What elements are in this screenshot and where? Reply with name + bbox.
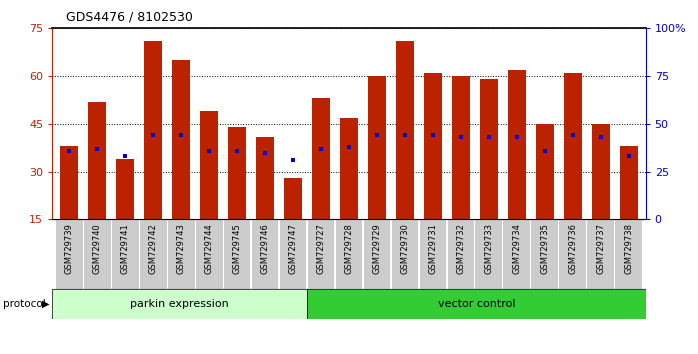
Bar xyxy=(84,219,110,289)
Bar xyxy=(251,219,279,289)
Bar xyxy=(616,219,642,289)
Bar xyxy=(503,219,530,289)
Text: GSM729729: GSM729729 xyxy=(373,223,382,274)
Bar xyxy=(168,219,195,289)
Bar xyxy=(60,146,78,219)
Bar xyxy=(368,76,386,219)
Text: vector control: vector control xyxy=(438,298,515,309)
Bar xyxy=(280,219,306,289)
Text: GSM729747: GSM729747 xyxy=(288,223,297,274)
Bar xyxy=(475,219,503,289)
Bar xyxy=(144,41,162,219)
Bar xyxy=(364,219,390,289)
Text: ▶: ▶ xyxy=(42,298,50,309)
Bar xyxy=(592,124,610,219)
Text: GSM729733: GSM729733 xyxy=(484,223,493,274)
Bar xyxy=(112,219,138,289)
Bar xyxy=(480,79,498,219)
Bar xyxy=(308,219,334,289)
Bar xyxy=(116,159,134,219)
Text: GSM729742: GSM729742 xyxy=(149,223,158,274)
Bar xyxy=(564,73,582,219)
Bar xyxy=(340,118,358,219)
Text: GSM729728: GSM729728 xyxy=(345,223,353,274)
Text: GSM729735: GSM729735 xyxy=(540,223,549,274)
Bar xyxy=(452,76,470,219)
Bar xyxy=(396,41,414,219)
Bar xyxy=(620,146,638,219)
Text: protocol: protocol xyxy=(3,298,46,309)
Bar xyxy=(140,219,167,289)
Text: GSM729736: GSM729736 xyxy=(568,223,577,274)
Bar xyxy=(392,219,418,289)
Text: GSM729741: GSM729741 xyxy=(121,223,130,274)
Bar xyxy=(312,98,330,219)
Bar xyxy=(284,178,302,219)
Bar xyxy=(536,124,554,219)
Text: GSM729731: GSM729731 xyxy=(429,223,438,274)
Bar xyxy=(200,111,218,219)
Bar xyxy=(307,289,646,319)
Bar xyxy=(588,219,614,289)
Text: GSM729745: GSM729745 xyxy=(232,223,242,274)
Bar xyxy=(336,219,362,289)
Text: GSM729739: GSM729739 xyxy=(65,223,74,274)
Text: GSM729744: GSM729744 xyxy=(205,223,214,274)
Bar xyxy=(531,219,558,289)
Bar xyxy=(172,60,190,219)
Bar xyxy=(195,219,223,289)
Bar xyxy=(424,73,442,219)
Text: GDS4476 / 8102530: GDS4476 / 8102530 xyxy=(66,11,193,24)
Bar xyxy=(88,102,106,219)
Text: GSM729732: GSM729732 xyxy=(456,223,466,274)
Text: GSM729738: GSM729738 xyxy=(624,223,633,274)
Text: GSM729727: GSM729727 xyxy=(316,223,325,274)
Text: GSM729737: GSM729737 xyxy=(596,223,605,274)
Text: GSM729734: GSM729734 xyxy=(512,223,521,274)
Bar xyxy=(560,219,586,289)
Text: GSM729730: GSM729730 xyxy=(401,223,410,274)
Bar xyxy=(256,137,274,219)
Text: parkin expression: parkin expression xyxy=(131,298,229,309)
Bar xyxy=(508,70,526,219)
Bar xyxy=(52,289,307,319)
Bar xyxy=(419,219,447,289)
Bar xyxy=(447,219,475,289)
Bar xyxy=(56,219,82,289)
Bar xyxy=(223,219,251,289)
Text: GSM729743: GSM729743 xyxy=(177,223,186,274)
Text: GSM729740: GSM729740 xyxy=(93,223,102,274)
Text: GSM729746: GSM729746 xyxy=(260,223,269,274)
Bar xyxy=(228,127,246,219)
